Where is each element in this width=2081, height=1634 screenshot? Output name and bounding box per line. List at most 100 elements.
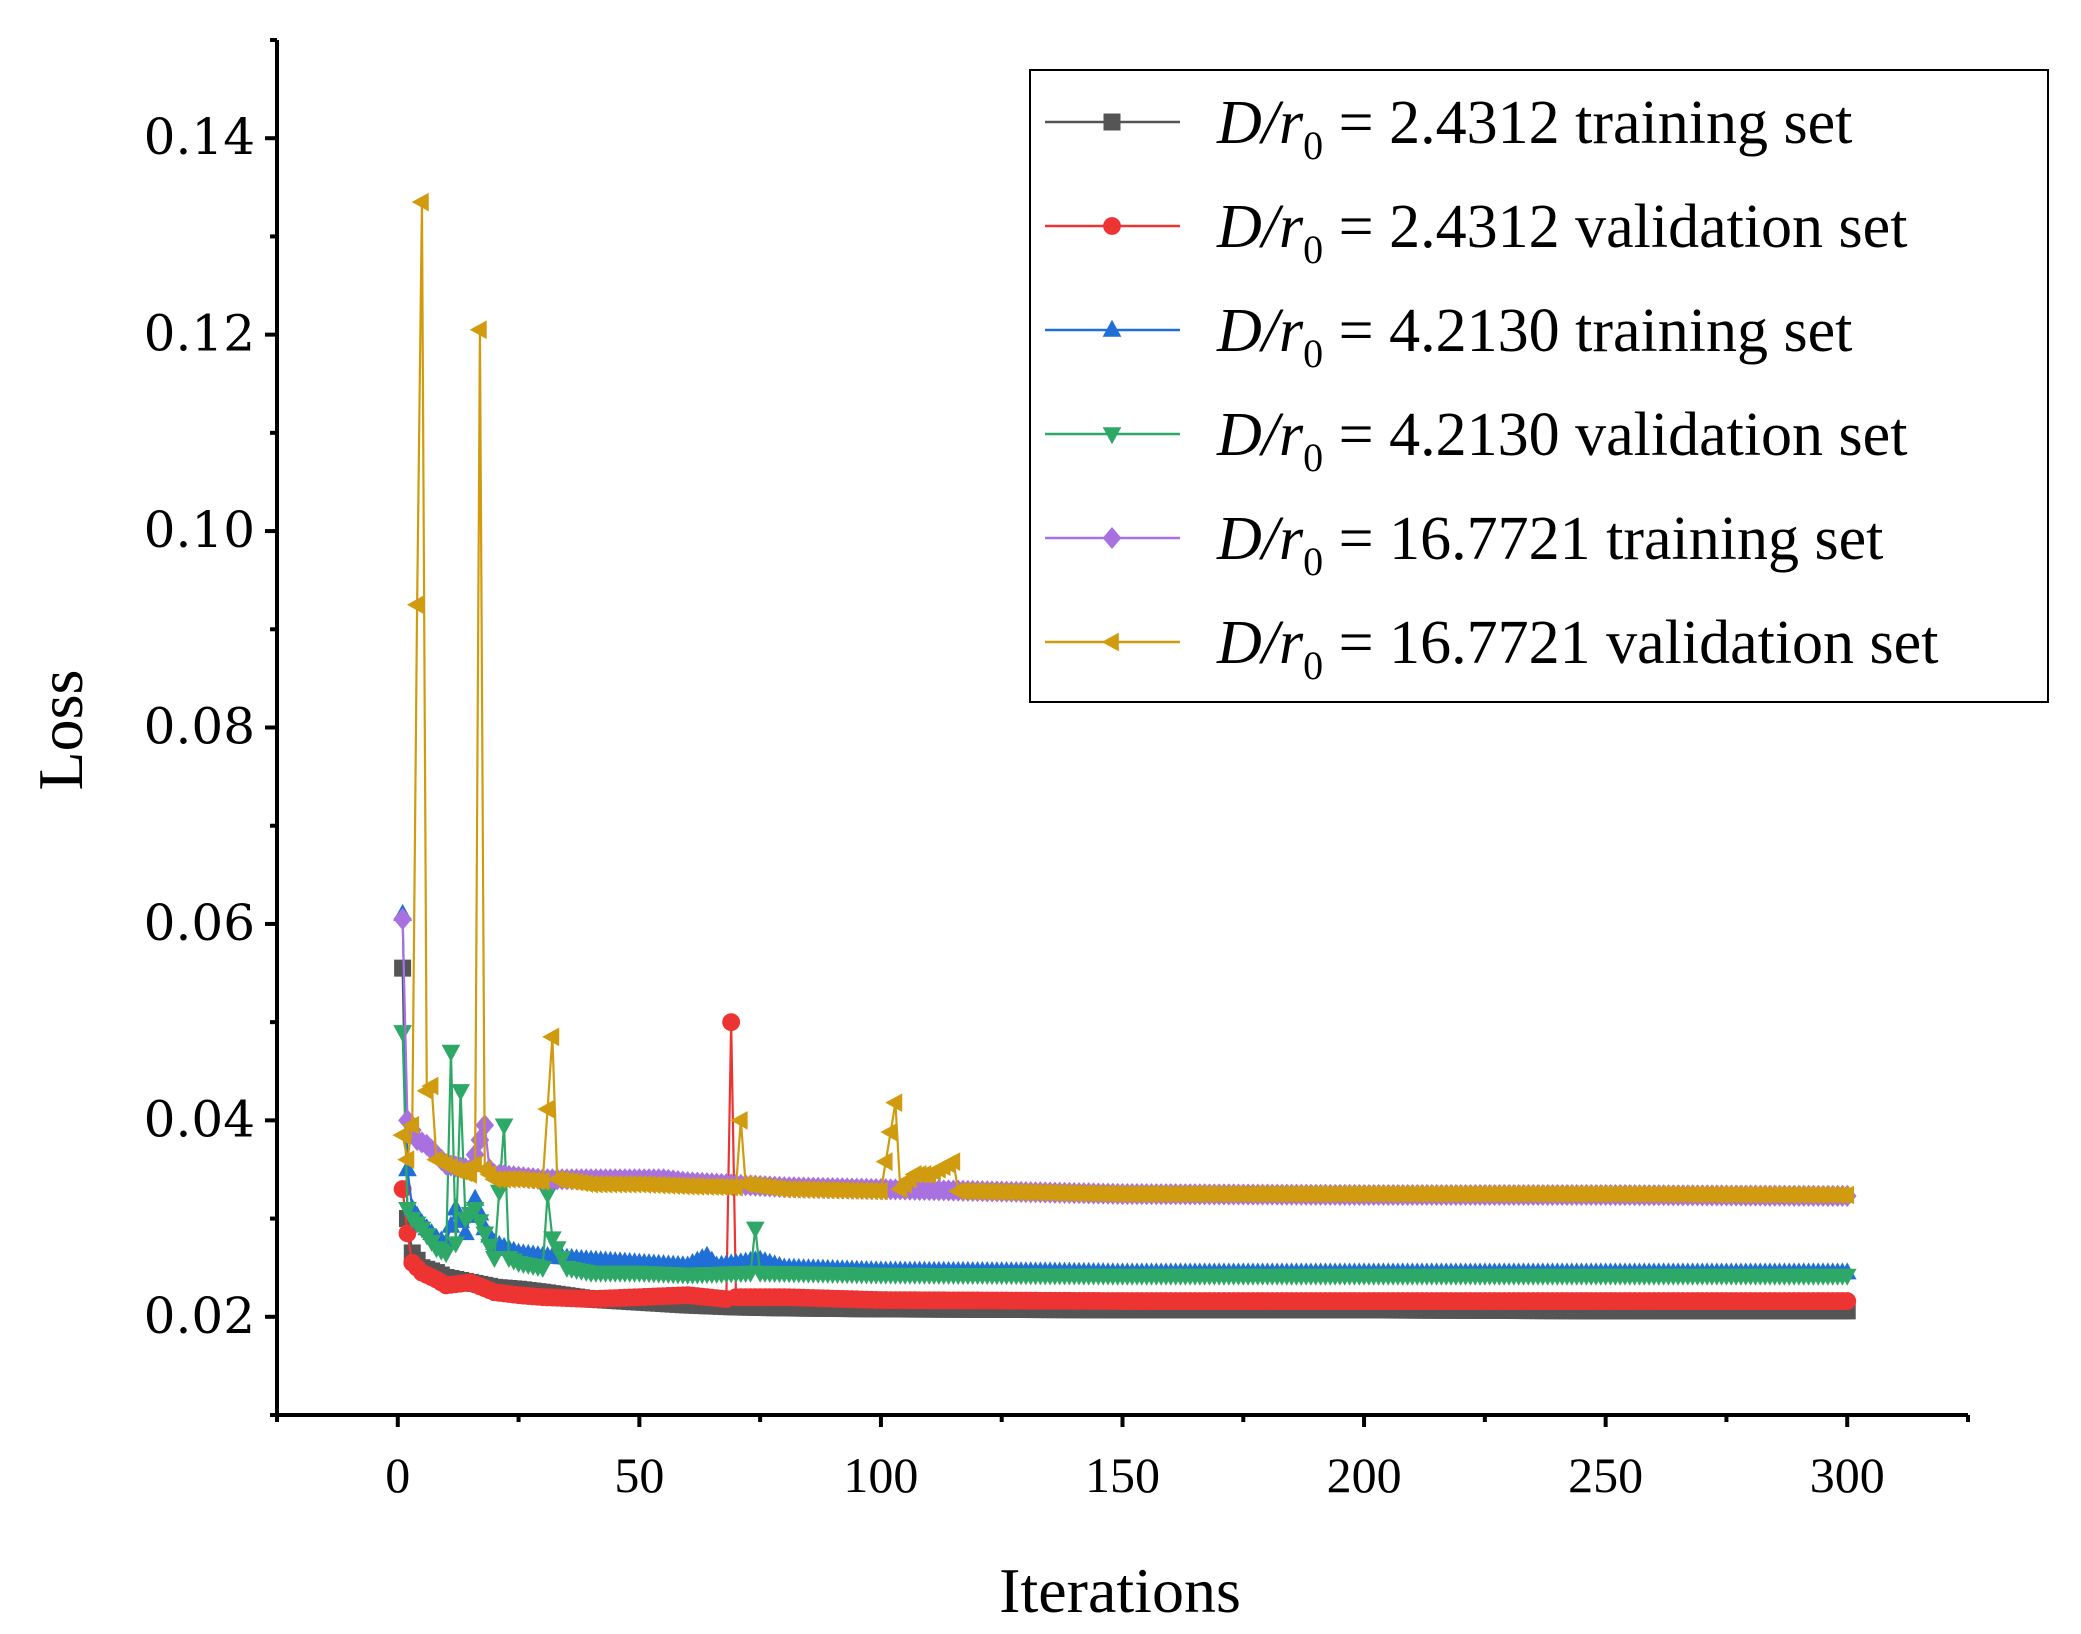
- data-point: [446, 1236, 466, 1254]
- legend-label-subscript: 0: [1303, 227, 1323, 272]
- data-point: [489, 1184, 509, 1202]
- data-point: [393, 907, 412, 931]
- data-point: [406, 595, 424, 615]
- legend-label: D/r0 = 2.4312 validation set: [1216, 193, 1907, 272]
- legend-entry: D/r0 = 2.4312 validation set: [1045, 193, 1907, 272]
- y-axis-title: Loss: [25, 670, 96, 791]
- legend-label-subscript: 0: [1303, 331, 1323, 376]
- legend-label: D/r0 = 16.7721 training set: [1216, 505, 1883, 584]
- data-point: [532, 1171, 550, 1191]
- data-point: [543, 1231, 562, 1249]
- data-point: [552, 1251, 572, 1269]
- series-2: [393, 1013, 1857, 1310]
- series-4: [393, 1025, 1857, 1286]
- series: [392, 192, 1857, 1320]
- data-point: [533, 1260, 553, 1278]
- data-point: [441, 1044, 461, 1062]
- data-point: [494, 1118, 514, 1136]
- data-point: [1838, 1292, 1857, 1310]
- legend-marker: [1102, 526, 1122, 550]
- series-3: [393, 903, 1857, 1280]
- legend-entry: D/r0 = 2.4312 training set: [1045, 89, 1852, 168]
- series-5: [393, 907, 1857, 1208]
- series-6: [392, 192, 1855, 1205]
- data-point: [465, 1188, 485, 1206]
- legend-label-suffix: = 2.4312 training set: [1323, 89, 1852, 157]
- data-point: [398, 1159, 417, 1177]
- x-tick-label: 0: [385, 1447, 410, 1503]
- legend-entry: D/r0 = 16.7721 training set: [1045, 505, 1883, 584]
- legend-label-subscript: 0: [1303, 643, 1323, 688]
- data-point: [1837, 1185, 1855, 1205]
- legend-marker: [1103, 217, 1121, 235]
- series-line: [401, 918, 1848, 1198]
- x-tick-label: 250: [1568, 1447, 1643, 1503]
- ticks: 0.02 0.04 0.06 0.08 0.10 0.12 0.14 0 50 100 150 200…: [144, 38, 1970, 1503]
- y-tick-label: 0.14: [144, 108, 255, 166]
- data-point: [885, 1093, 903, 1113]
- data-point: [1837, 1268, 1857, 1286]
- legend-marker: [1102, 319, 1122, 337]
- legend-label-prefix: D/r: [1216, 297, 1304, 365]
- legend-label-prefix: D/r: [1216, 193, 1304, 261]
- x-tick-label: 150: [1085, 1447, 1160, 1503]
- legend-label: D/r0 = 4.2130 validation set: [1216, 401, 1907, 480]
- legend-label-prefix: D/r: [1216, 609, 1304, 677]
- data-point: [538, 1187, 557, 1205]
- y-tick-label: 0.08: [144, 698, 255, 756]
- legend-label: D/r0 = 2.4312 training set: [1216, 89, 1852, 168]
- data-point: [485, 1251, 504, 1269]
- legend-label-subscript: 0: [1303, 539, 1323, 584]
- legend-marker: [1101, 632, 1119, 652]
- data-point: [537, 1099, 555, 1119]
- data-point: [880, 1122, 898, 1142]
- data-point: [943, 1152, 961, 1171]
- legend-label-suffix: = 2.4312 validation set: [1323, 193, 1907, 261]
- legend-label-subscript: 0: [1303, 435, 1323, 480]
- data-point: [451, 1084, 470, 1102]
- legend-label-suffix: = 16.7721 training set: [1323, 505, 1883, 573]
- x-tick-label: 50: [614, 1447, 664, 1503]
- legend-marker: [1103, 113, 1121, 131]
- legend-label: D/r0 = 16.7721 validation set: [1216, 609, 1938, 688]
- x-axis-title: Iterations: [999, 1555, 1241, 1626]
- legend-label-prefix: D/r: [1216, 401, 1304, 469]
- data-point: [469, 320, 487, 340]
- legend-entry: D/r0 = 4.2130 validation set: [1045, 401, 1907, 480]
- data-point: [730, 1111, 748, 1130]
- data-point: [470, 1214, 490, 1232]
- data-point: [392, 1125, 410, 1145]
- y-tick-label: 0.06: [144, 894, 255, 952]
- data-point: [875, 1152, 893, 1171]
- legend-entry: D/r0 = 16.7721 validation set: [1045, 609, 1938, 688]
- data-point: [421, 1076, 439, 1096]
- data-point: [547, 1241, 567, 1259]
- legend-label-suffix: = 4.2130 training set: [1323, 297, 1852, 365]
- data-point: [398, 1201, 417, 1219]
- y-tick-label: 0.02: [144, 1287, 255, 1345]
- y-tick-label: 0.04: [144, 1090, 255, 1148]
- data-point: [480, 1238, 499, 1256]
- legend-label-prefix: D/r: [1216, 89, 1304, 157]
- data-point: [411, 192, 429, 212]
- data-point: [393, 1025, 412, 1043]
- legend-marker: [1102, 427, 1122, 445]
- x-tick-label: 300: [1810, 1447, 1885, 1503]
- series-line: [401, 1031, 1848, 1277]
- data-point: [465, 1201, 485, 1219]
- data-point: [456, 1223, 475, 1241]
- y-tick-label: 0.12: [144, 305, 255, 363]
- data-point: [542, 1027, 560, 1047]
- data-point: [722, 1013, 741, 1032]
- data-point: [870, 1181, 888, 1201]
- data-point: [398, 1224, 417, 1243]
- legend-box: [1029, 69, 2049, 703]
- data-point: [460, 1165, 478, 1184]
- data-point: [402, 1115, 420, 1135]
- series-line: [401, 914, 1848, 1274]
- x-tick-label: 100: [843, 1447, 918, 1503]
- legend-label-suffix: = 16.7721 validation set: [1323, 609, 1938, 677]
